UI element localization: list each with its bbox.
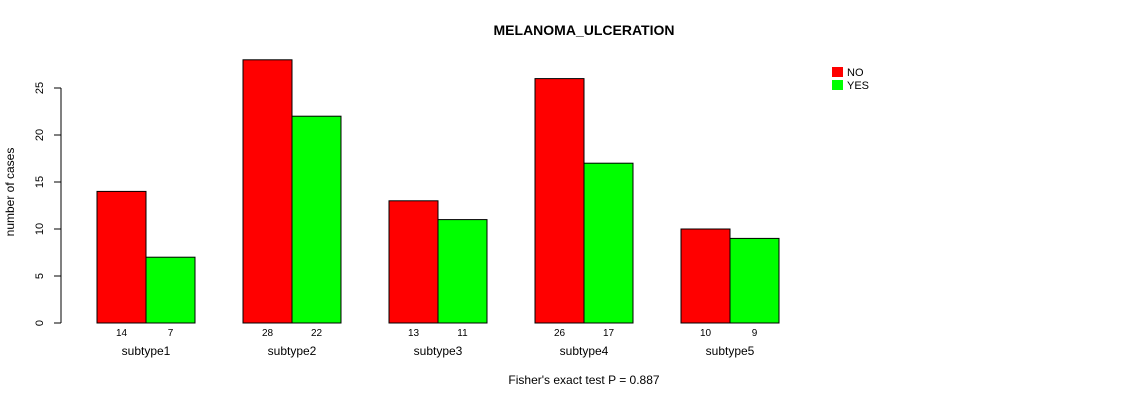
bar-subtype1-no <box>96 190 147 324</box>
bar-count-label: 7 <box>168 328 174 339</box>
y-axis: 0 5 10 15 20 25 <box>34 82 62 326</box>
bar-subtype3-no <box>388 200 439 324</box>
bar-count-label: 17 <box>603 328 615 339</box>
bar-subtype5-yes <box>729 237 780 324</box>
bar-count-label: 28 <box>262 328 274 339</box>
category-labels-group: subtype1 subtype2 subtype3 subtype4 subtype5 <box>122 344 755 358</box>
count-labels-group: 14 7 28 22 13 11 26 17 10 9 <box>116 328 758 339</box>
bar-subtype1-yes <box>145 256 196 324</box>
bar-subtype4-yes <box>583 162 634 324</box>
bar-subtype2-no <box>242 59 293 324</box>
bars-group <box>96 59 780 324</box>
y-tick-label: 15 <box>34 176 46 188</box>
y-tick-label: 0 <box>34 320 46 326</box>
legend-label-yes: YES <box>847 80 869 92</box>
legend-swatch-no <box>832 67 843 77</box>
category-label-subtype1: subtype1 <box>122 344 171 358</box>
chart-title: MELANOMA_ULCERATION <box>494 22 675 38</box>
legend-swatch-yes <box>832 80 843 90</box>
bar-count-label: 13 <box>408 328 420 339</box>
category-label-subtype4: subtype4 <box>560 344 609 358</box>
bar-subtype5-no <box>680 228 731 324</box>
y-tick-label: 10 <box>34 223 46 235</box>
bar-count-label: 22 <box>311 328 323 339</box>
y-axis-label: number of cases <box>3 148 17 237</box>
bar-count-label: 26 <box>554 328 566 339</box>
category-label-subtype5: subtype5 <box>706 344 755 358</box>
bar-subtype2-yes <box>291 115 342 324</box>
legend-label-no: NO <box>847 67 864 79</box>
bar-subtype4-no <box>534 78 585 324</box>
y-tick-label: 25 <box>34 82 46 94</box>
y-tick-label: 5 <box>34 273 46 279</box>
category-label-subtype2: subtype2 <box>268 344 317 358</box>
bar-count-label: 11 <box>457 328 468 339</box>
bar-count-label: 9 <box>752 328 758 339</box>
category-label-subtype3: subtype3 <box>414 344 463 358</box>
bar-subtype3-yes <box>437 219 488 324</box>
y-tick-label: 20 <box>34 129 46 141</box>
bar-count-label: 10 <box>700 328 712 339</box>
fisher-test-note: Fisher's exact test P = 0.887 <box>508 373 659 387</box>
bar-count-label: 14 <box>116 328 128 339</box>
